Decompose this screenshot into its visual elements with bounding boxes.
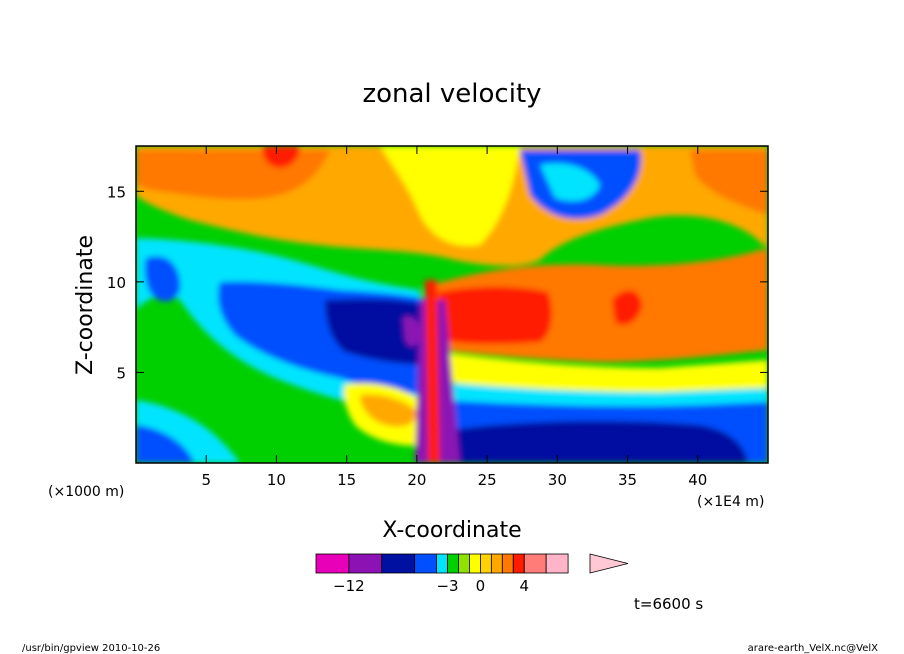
y-axis: 5 10 15 xyxy=(107,183,768,382)
colorbar-bin-3 xyxy=(414,553,437,574)
x-tick-label-10: 10 xyxy=(267,471,286,489)
colorbar-bin-11 xyxy=(512,553,525,574)
colorbar-bin-9 xyxy=(490,553,503,574)
left-lower-blue xyxy=(136,425,195,463)
y-axis-label: Z-coordinate xyxy=(73,235,98,375)
colorbar-bin-7 xyxy=(469,553,481,574)
colorbar-tick-label-4: 4 xyxy=(519,577,529,595)
right-red-core xyxy=(438,286,552,345)
plot-frame xyxy=(135,145,769,464)
footer-left: /usr/bin/gpview 2010-10-26 xyxy=(22,643,160,654)
y-tick-label-10: 10 xyxy=(107,274,126,292)
colorbar-bin-13 xyxy=(545,553,569,574)
upper-right-orange xyxy=(690,150,768,215)
colorbar-bin-5 xyxy=(447,553,459,574)
upper-yellow-core xyxy=(380,146,520,246)
colorbar-bin-2 xyxy=(381,553,416,574)
purple-spot xyxy=(403,316,420,347)
colorbar-tick-label--12: −12 xyxy=(333,577,365,595)
slope-red xyxy=(425,280,440,463)
colorbar-bin-10 xyxy=(501,553,514,574)
right-red-blob xyxy=(612,290,642,325)
x-tick-label-30: 30 xyxy=(548,471,567,489)
y-tick-label-5: 5 xyxy=(116,364,126,382)
colorbar-bin-12 xyxy=(523,553,547,574)
x-unit-right: (×1E4 m) xyxy=(697,494,764,510)
x-axis: 5 10 15 20 25 30 35 40 xyxy=(201,146,707,489)
y-tick-label-15: 15 xyxy=(107,183,126,201)
x-tick-label-15: 15 xyxy=(337,471,356,489)
x-axis-label: X-coordinate xyxy=(382,518,521,543)
mid-navy-core xyxy=(325,298,430,365)
colorbar-bin-1 xyxy=(348,553,383,574)
colorbar-bin-6 xyxy=(458,553,470,574)
colorbar-bin-0 xyxy=(315,553,350,574)
colorbar-bin-8 xyxy=(479,553,492,574)
colorbar-extend-arrow xyxy=(589,553,629,574)
left-blue-blob xyxy=(144,256,181,302)
right-lower-cyan xyxy=(440,382,768,412)
x-tick-label-20: 20 xyxy=(407,471,426,489)
x-tick-label-25: 25 xyxy=(478,471,497,489)
right-bottom-navy xyxy=(450,420,748,463)
x-unit-left: (×1000 m) xyxy=(48,484,124,500)
x-tick-label-40: 40 xyxy=(688,471,707,489)
top-red-blob xyxy=(262,146,300,168)
time-label: t=6600 s xyxy=(634,595,703,613)
footer-right: arare-earth_VelX.nc@VelX xyxy=(748,643,879,654)
colorbar-tick-label-0: 0 xyxy=(476,577,486,595)
colorbar-tick-label--3: −3 xyxy=(436,577,458,595)
chart-title: zonal velocity xyxy=(362,79,541,109)
colorbar: −12 −3 0 4 xyxy=(315,553,629,595)
velocity-field xyxy=(136,146,768,463)
colorbar-bin-4 xyxy=(436,553,448,574)
upper-right-cyan xyxy=(540,163,600,202)
lower-orange-blob xyxy=(360,394,418,427)
x-tick-label-5: 5 xyxy=(201,471,211,489)
right-lower-yellow xyxy=(440,352,768,394)
x-tick-label-35: 35 xyxy=(618,471,637,489)
